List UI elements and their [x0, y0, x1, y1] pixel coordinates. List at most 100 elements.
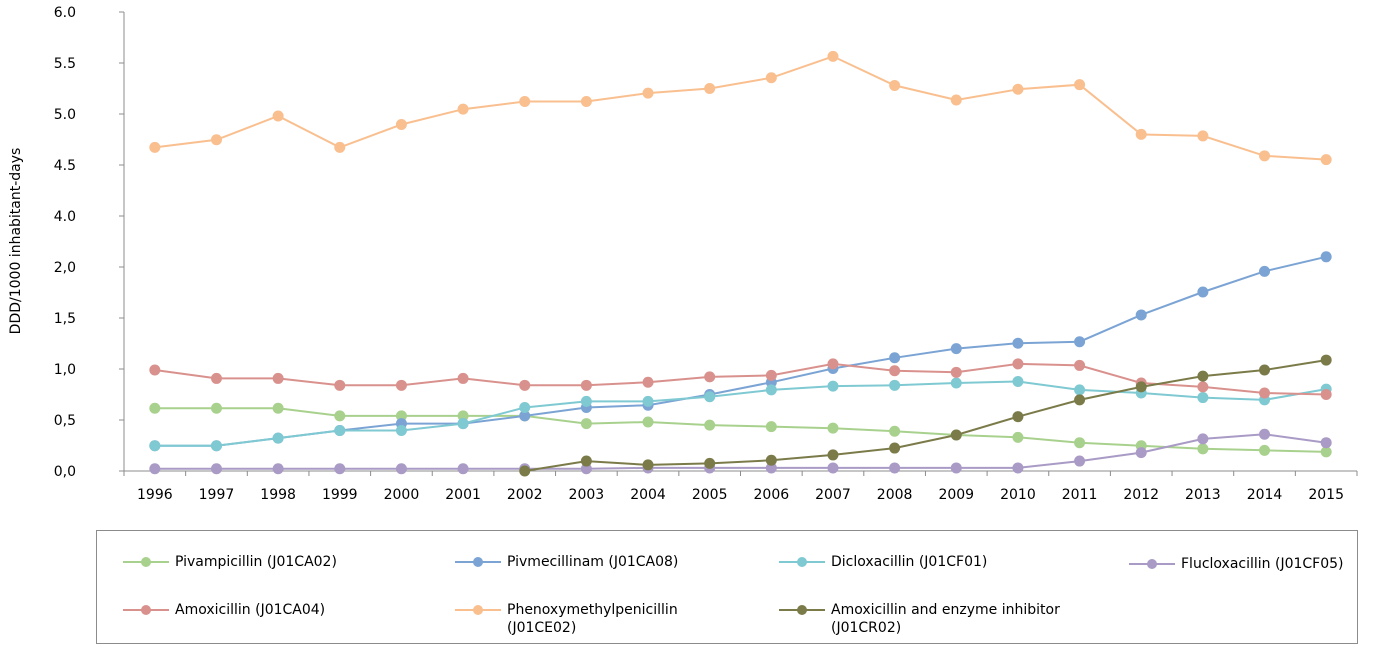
data-point	[1074, 437, 1086, 449]
data-point	[827, 422, 839, 434]
x-tick-label: 2004	[630, 487, 666, 503]
legend-label: Pivampicillin (J01CA02)	[175, 554, 337, 570]
data-point	[827, 380, 839, 392]
legend-swatch-marker	[1147, 559, 1157, 569]
data-point	[334, 379, 346, 391]
data-point	[765, 72, 777, 84]
x-tick-label: 2015	[1308, 487, 1344, 503]
data-point	[704, 371, 716, 383]
data-point	[334, 424, 346, 436]
x-tick-label: 1998	[260, 487, 296, 503]
series-5	[149, 50, 1332, 166]
y-tick-label: 6.0	[54, 5, 76, 21]
data-point	[704, 391, 716, 403]
data-point	[827, 50, 839, 62]
data-point	[210, 463, 222, 475]
legend-swatch-marker	[473, 557, 483, 567]
legend-swatch-marker	[141, 605, 151, 615]
x-tick-label: 2005	[692, 487, 728, 503]
data-point	[519, 379, 531, 391]
data-point	[1135, 309, 1147, 321]
legend-swatch	[779, 605, 825, 615]
data-point	[519, 402, 531, 414]
data-point	[272, 402, 284, 414]
legend-item: Flucloxacillin (J01CF05)	[1127, 555, 1344, 573]
data-point	[519, 96, 531, 108]
data-point	[642, 87, 654, 99]
data-point	[1259, 428, 1271, 440]
data-point	[272, 372, 284, 384]
series-line	[154, 407, 1327, 453]
data-point	[580, 463, 592, 475]
data-point	[1012, 358, 1024, 370]
data-point	[334, 463, 346, 475]
legend-label: Amoxicillin and enzyme inhibitor (J01CR0…	[831, 602, 1060, 636]
x-tick-label: 2007	[815, 487, 851, 503]
y-tick-label: 5.5	[54, 56, 76, 72]
data-point	[457, 103, 469, 115]
data-point	[950, 343, 962, 355]
series-3	[149, 428, 1332, 475]
data-point	[457, 410, 469, 422]
data-point	[1012, 83, 1024, 95]
legend-label: Amoxicillin (J01CA04)	[175, 602, 326, 618]
data-point	[1320, 437, 1332, 449]
legend-item: Dicloxacillin (J01CF01)	[777, 553, 987, 571]
data-point	[1135, 128, 1147, 140]
data-point	[210, 372, 222, 384]
data-point	[149, 364, 161, 376]
data-point	[457, 372, 469, 384]
data-point	[580, 96, 592, 108]
x-tick-label: 2001	[445, 487, 481, 503]
data-point	[1320, 154, 1332, 166]
x-tick-label: 1996	[137, 487, 173, 503]
series-line	[154, 255, 1327, 447]
data-point	[1197, 392, 1209, 404]
x-tick-label: 2002	[507, 487, 543, 503]
data-point	[149, 141, 161, 153]
data-point	[1259, 265, 1271, 277]
legend-swatch	[123, 557, 169, 567]
y-tick-labels: 0,0 0,5 1,0 1,5 2,0 4.0 4.5 5.0 5.5 6.0	[54, 5, 124, 480]
data-point	[1012, 375, 1024, 387]
data-point	[395, 379, 407, 391]
data-point	[1259, 364, 1271, 376]
data-point	[1012, 337, 1024, 349]
y-tick-label: 1,5	[54, 311, 76, 327]
x-tick-label: 2009	[938, 487, 974, 503]
y-tick-label: 0,5	[54, 413, 76, 429]
data-point	[395, 410, 407, 422]
data-point	[889, 79, 901, 91]
x-tick-label: 2011	[1062, 487, 1098, 503]
data-point	[950, 462, 962, 474]
data-point	[272, 110, 284, 122]
series-6	[519, 354, 1332, 477]
y-tick-label: 4.5	[54, 158, 76, 174]
data-point	[1197, 370, 1209, 382]
data-point	[334, 410, 346, 422]
data-point	[642, 395, 654, 407]
data-point	[1197, 433, 1209, 445]
data-point	[1074, 384, 1086, 396]
data-point	[580, 379, 592, 391]
legend-label: Phenoxymethylpenicillin (J01CE02)	[507, 602, 678, 636]
data-point	[950, 366, 962, 378]
series-line	[154, 55, 1327, 161]
legend-item: Pivmecillinam (J01CA08)	[453, 553, 678, 571]
data-point	[704, 419, 716, 431]
data-point	[827, 462, 839, 474]
data-point	[642, 459, 654, 471]
data-point	[457, 463, 469, 475]
data-point	[889, 425, 901, 437]
y-tick-label: 4.0	[54, 209, 76, 225]
x-tick-label: 2013	[1185, 487, 1221, 503]
data-point	[765, 369, 777, 381]
data-point	[457, 418, 469, 430]
legend: Pivampicillin (J01CA02) Pivmecillinam (J0…	[96, 530, 1358, 644]
legend-item: Amoxicillin and enzyme inhibitor (J01CR0…	[777, 601, 1060, 637]
data-point	[827, 449, 839, 461]
data-point	[1197, 130, 1209, 142]
data-point	[889, 442, 901, 454]
data-point	[149, 463, 161, 475]
data-point	[1320, 389, 1332, 400]
